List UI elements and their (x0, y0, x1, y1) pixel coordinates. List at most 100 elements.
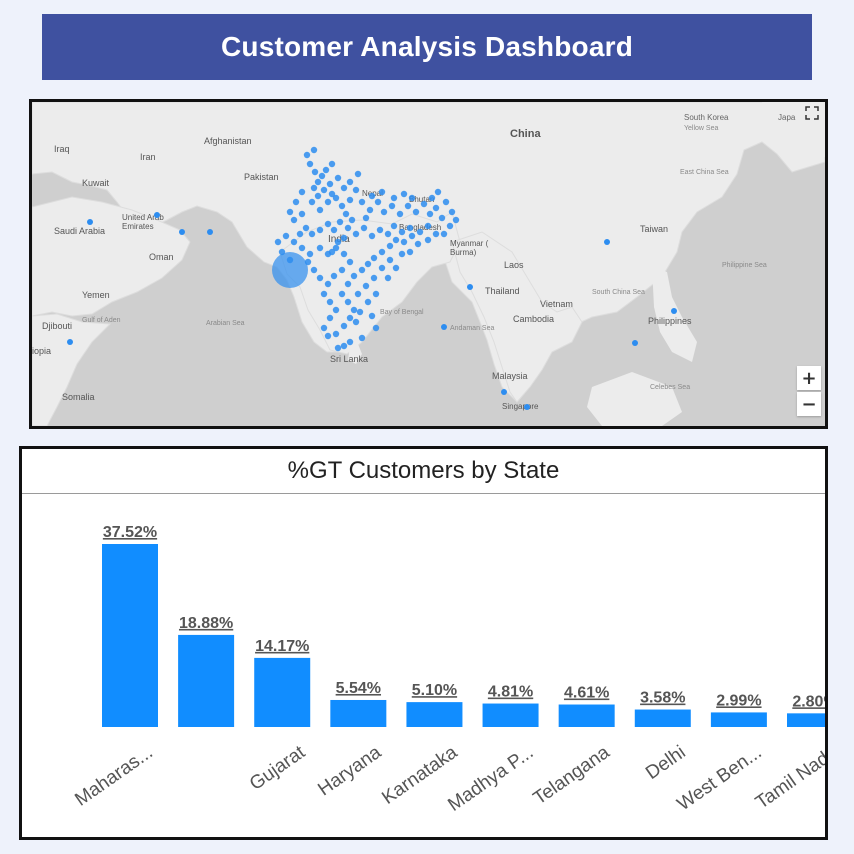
customer-dot[interactable] (306, 250, 314, 258)
zoom-in-button[interactable]: + (797, 366, 821, 390)
customer-dot[interactable] (406, 224, 414, 232)
customer-dot[interactable] (344, 280, 352, 288)
customer-dot[interactable] (671, 308, 677, 314)
customer-dot[interactable] (316, 274, 324, 282)
customer-dot[interactable] (344, 298, 352, 306)
customer-dot[interactable] (441, 324, 447, 330)
bar-0[interactable] (102, 544, 158, 727)
customer-dot[interactable] (342, 210, 350, 218)
customer-dot[interactable] (340, 184, 348, 192)
customer-dot[interactable] (384, 230, 392, 238)
customer-dot[interactable] (282, 232, 290, 240)
fullscreen-icon[interactable] (805, 106, 819, 120)
customer-dot[interactable] (346, 338, 354, 346)
zoom-out-button[interactable]: − (797, 392, 821, 416)
customer-dot[interactable] (318, 172, 326, 180)
customer-dot[interactable] (378, 248, 386, 256)
customer-dot[interactable] (298, 244, 306, 252)
customer-dot[interactable] (390, 194, 398, 202)
customer-dot[interactable] (428, 194, 436, 202)
customer-dot[interactable] (87, 219, 93, 225)
customer-dot[interactable] (432, 204, 440, 212)
customer-dot[interactable] (338, 202, 346, 210)
customer-dot[interactable] (334, 344, 342, 352)
customer-dot[interactable] (398, 228, 406, 236)
customer-dot[interactable] (324, 198, 332, 206)
customer-dot[interactable] (324, 332, 332, 340)
customer-dot[interactable] (340, 250, 348, 258)
customer-dot[interactable] (314, 178, 322, 186)
customer-dot[interactable] (360, 224, 368, 232)
customer-dot[interactable] (354, 170, 362, 178)
customer-dot[interactable] (340, 234, 348, 242)
customer-dot[interactable] (392, 264, 400, 272)
customer-dot[interactable] (306, 160, 314, 168)
customer-dot[interactable] (356, 308, 364, 316)
customer-dot[interactable] (362, 214, 370, 222)
customer-dot[interactable] (386, 256, 394, 264)
customer-dot[interactable] (446, 222, 454, 230)
customer-dot[interactable] (358, 334, 366, 342)
customer-dot[interactable] (364, 260, 372, 268)
customer-dot[interactable] (346, 196, 354, 204)
customer-dot[interactable] (298, 210, 306, 218)
customer-dot[interactable] (346, 314, 354, 322)
customer-dot[interactable] (396, 210, 404, 218)
bar-7[interactable] (634, 709, 691, 727)
bar-4[interactable] (406, 702, 463, 727)
customer-dot[interactable] (440, 230, 448, 238)
customer-dot[interactable] (524, 404, 530, 410)
customer-dot[interactable] (324, 220, 332, 228)
customer-dot[interactable] (604, 239, 610, 245)
customer-dot[interactable] (452, 216, 460, 224)
customer-dot[interactable] (352, 230, 360, 238)
customer-dot[interactable] (408, 232, 416, 240)
customer-dot[interactable] (420, 200, 428, 208)
customer-dot[interactable] (154, 212, 160, 218)
customer-dot[interactable] (332, 306, 340, 314)
customer-dot[interactable] (350, 306, 358, 314)
customer-dot[interactable] (438, 214, 446, 222)
customer-dot[interactable] (310, 146, 318, 154)
customer-dot[interactable] (346, 258, 354, 266)
customer-dot[interactable] (330, 272, 338, 280)
customer-dot[interactable] (426, 210, 434, 218)
customer-dot[interactable] (332, 330, 340, 338)
customer-dot[interactable] (310, 266, 318, 274)
customer-dot[interactable] (326, 298, 334, 306)
customer-dot[interactable] (384, 274, 392, 282)
customer-dot[interactable] (320, 186, 328, 194)
customer-dot[interactable] (358, 198, 366, 206)
customer-dot[interactable] (179, 229, 185, 235)
customer-dot[interactable] (332, 194, 340, 202)
bar-6[interactable] (558, 704, 615, 727)
customer-dot[interactable] (370, 254, 378, 262)
customer-dot[interactable] (370, 274, 378, 282)
customer-dot[interactable] (326, 314, 334, 322)
bar-8[interactable] (710, 712, 767, 727)
customer-dot[interactable] (501, 389, 507, 395)
bar-5[interactable] (482, 703, 539, 727)
customer-dot[interactable] (374, 198, 382, 206)
customer-dot[interactable] (372, 324, 380, 332)
customer-dot[interactable] (412, 208, 420, 216)
customer-dot[interactable] (334, 238, 342, 246)
customer-dot[interactable] (286, 208, 294, 216)
customer-dot[interactable] (310, 184, 318, 192)
customer-dot[interactable] (416, 228, 424, 236)
customer-dot[interactable] (352, 318, 360, 326)
customer-dot[interactable] (316, 226, 324, 234)
customer-dot[interactable] (414, 240, 422, 248)
customer-dot[interactable] (340, 322, 348, 330)
customer-dot[interactable] (292, 198, 300, 206)
customer-dot[interactable] (406, 248, 414, 256)
customer-dot[interactable] (424, 236, 432, 244)
customer-dot[interactable] (350, 272, 358, 280)
customer-dot[interactable] (386, 242, 394, 250)
customer-dot[interactable] (207, 229, 213, 235)
bar-2[interactable] (254, 657, 311, 727)
customer-dot[interactable] (362, 282, 370, 290)
customer-dot[interactable] (274, 238, 282, 246)
customer-dot[interactable] (316, 206, 324, 214)
customer-dot[interactable] (408, 194, 416, 202)
